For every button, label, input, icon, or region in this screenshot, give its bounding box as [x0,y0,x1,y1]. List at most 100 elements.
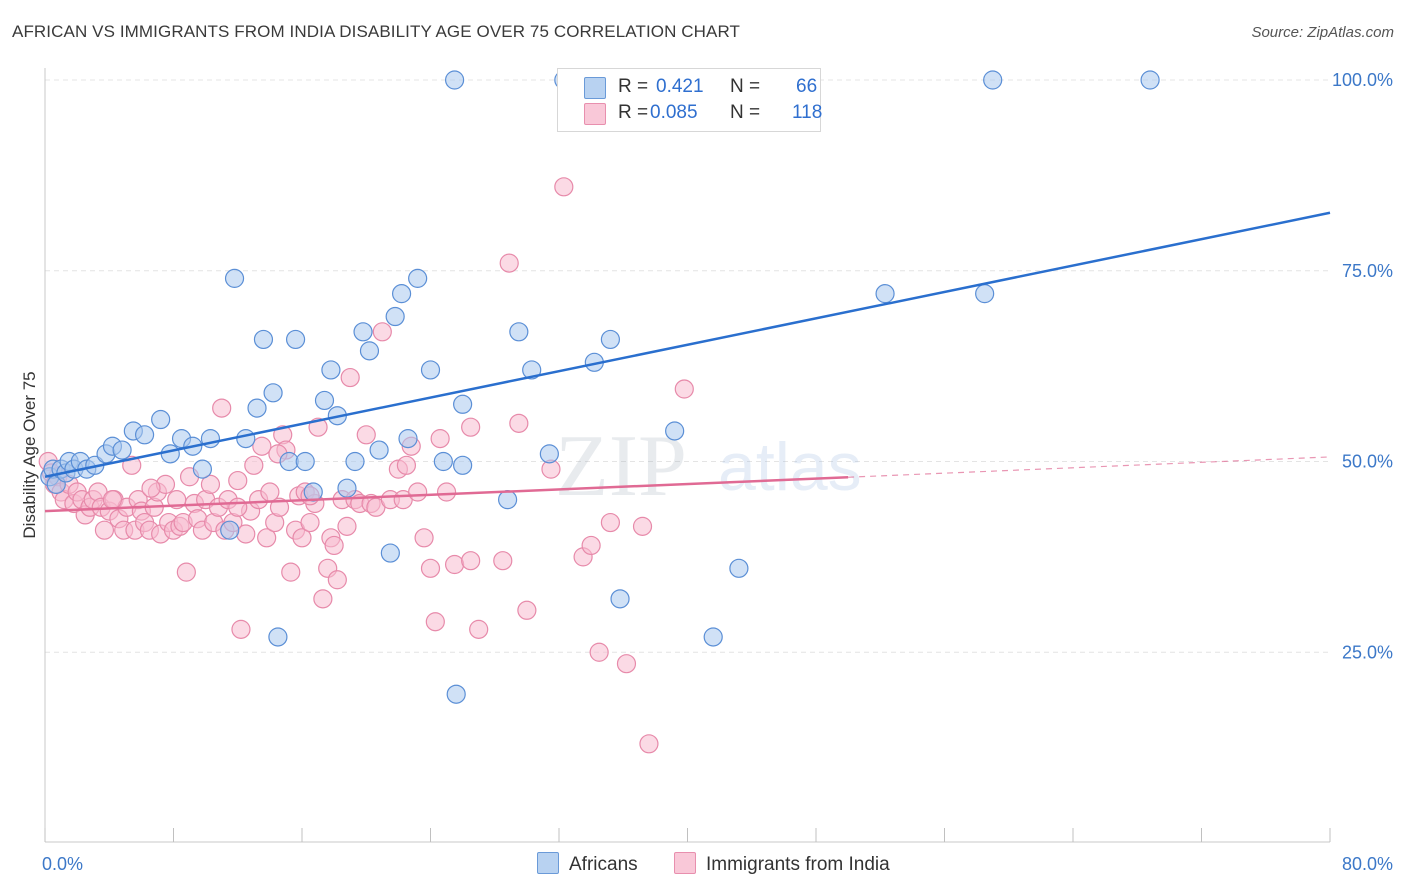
trend-line-africans [44,211,1331,478]
data-point-africans [1140,70,1160,90]
data-point-africans [453,455,473,475]
data-point-africans [314,390,335,411]
data-point-india [176,562,196,582]
bottom-legend-africans: Africans [537,852,638,876]
legend-r-value: 0.421 [656,76,704,97]
data-point-africans [522,360,542,380]
data-point-africans [253,329,274,350]
legend-n-label: N = [730,76,761,97]
data-point-india [372,322,392,342]
data-point-africans [285,329,306,350]
data-point-africans [279,451,299,472]
trend-lines [44,211,1331,513]
data-point-india [509,413,529,433]
data-point-india [430,429,450,449]
legend-n-value: 66 [796,76,818,97]
data-point-india [337,516,357,536]
data-point-india [499,253,519,273]
data-point-india [141,478,161,498]
legend-r-value: 0.085 [650,102,698,123]
data-point-africans [509,322,529,342]
data-point-india [461,551,481,571]
data-point-africans [359,341,380,361]
data-point-africans [220,520,240,540]
data-point-africans [369,440,389,460]
data-point-india [639,734,659,754]
bottom-legend-india: Immigrants from India [674,852,890,876]
data-point-india [414,528,434,548]
data-point-india [94,520,115,540]
data-point-india [324,535,344,556]
data-point-india [469,619,489,639]
data-point-india [581,535,601,556]
data-point-india [269,497,290,517]
data-point-africans [337,478,357,498]
data-point-africans [385,306,405,327]
data-point-africans [444,70,465,90]
series-africans-points [40,70,1160,704]
chart-title: AFRICAN VS IMMIGRANTS FROM INDIA DISABIL… [12,22,741,41]
data-point-africans [408,268,428,288]
data-point-india [493,551,513,571]
trend-line-india [44,475,849,513]
x-tick-label: 80.0% [1342,854,1393,874]
data-point-india [327,570,347,590]
legend-swatch-africans [584,77,606,99]
data-point-india [616,654,637,674]
data-point-africans [391,284,412,304]
data-point-africans [160,444,180,464]
data-point-india [102,490,123,510]
data-point-india [420,558,441,578]
watermark-atlas: atlas [718,429,862,505]
data-point-africans [875,284,895,304]
data-point-india [281,562,301,582]
y-tick-label: 50.0% [1342,452,1393,472]
tick-labels: 25.0% 50.0% 75.0% 100.0% 0.0% 80.0% [42,70,1393,874]
data-point-africans [398,429,418,449]
y-tick-label: 100.0% [1332,70,1393,90]
data-point-africans [353,322,373,342]
data-point-india [408,482,428,502]
data-point-africans [112,440,132,460]
data-point-africans [236,429,256,449]
bottom-legend-label-africans: Africans [569,854,638,875]
data-point-africans [345,451,365,472]
data-point-india [244,455,264,475]
data-point-africans [192,459,213,479]
data-point-africans [610,589,630,609]
legend-n-value: 118 [792,102,823,123]
data-point-india [228,470,248,491]
data-point-india [517,600,537,620]
data-point-africans [134,425,155,445]
data-point-india [444,554,465,575]
data-point-india [356,425,376,445]
data-point-india [212,398,232,418]
data-point-africans [703,627,723,647]
data-point-africans [665,421,685,441]
data-point-africans [600,329,621,350]
data-point-india [461,417,481,437]
data-point-india [236,524,256,544]
legend: R = 0.421 N = 66 R = 0.085 N = 118 [557,68,823,132]
data-point-india [200,474,221,494]
y-axis-label: Disability Age Over 75 [20,371,39,538]
data-point-africans [295,451,315,472]
legend-r-label: R = [618,102,649,123]
data-point-india [554,177,574,197]
data-point-india [674,379,694,399]
legend-swatch-india [584,103,606,125]
data-point-india [257,528,277,548]
data-point-india [396,455,417,475]
data-point-india [313,589,333,609]
data-point-india [340,367,360,388]
axes [44,68,1331,843]
data-point-africans [263,383,283,403]
watermark: ZIP atlas [555,418,862,515]
data-point-africans [247,398,267,418]
data-point-africans [151,409,171,430]
data-point-india [231,619,251,639]
gridlines [45,79,1330,653]
data-point-india [589,642,609,662]
legend-n-label: N = [730,102,761,123]
